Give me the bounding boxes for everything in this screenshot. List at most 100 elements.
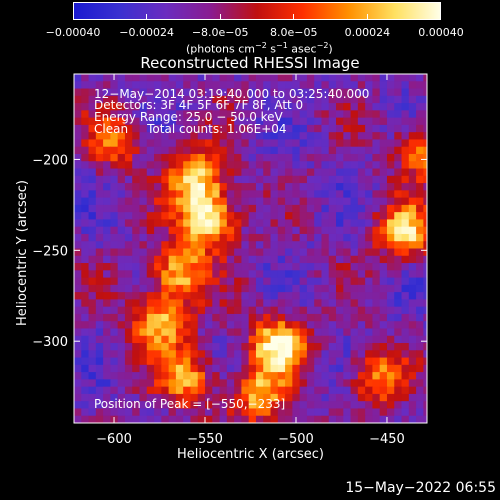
- heatmap-cell: [314, 146, 323, 155]
- heatmap-cell: [154, 95, 162, 104]
- heatmap-cell: [190, 313, 199, 322]
- heatmap-cell: [386, 212, 395, 221]
- heatmap-cell: [336, 255, 344, 264]
- heatmap-cell: [139, 248, 148, 257]
- heatmap-cell: [168, 212, 177, 221]
- heatmap-cell: [270, 139, 279, 148]
- heatmap-cell: [394, 328, 403, 337]
- heatmap-cell: [197, 372, 206, 380]
- heatmap-cell: [357, 393, 366, 402]
- heatmap-cell: [175, 110, 184, 119]
- heatmap-cell: [401, 88, 410, 97]
- heatmap-cell: [423, 408, 427, 417]
- heatmap-cell: [226, 168, 235, 177]
- heatmap-cell: [416, 226, 424, 235]
- heatmap-cell: [416, 81, 424, 90]
- heatmap-cell: [285, 401, 293, 410]
- heatmap-cell: [146, 190, 155, 199]
- heatmap-cell: [81, 124, 90, 133]
- heatmap-cell: [146, 74, 155, 82]
- heatmap-cell: [263, 110, 272, 119]
- heatmap-cell: [74, 146, 82, 155]
- heatmap-cell: [292, 379, 301, 388]
- heatmap-cell: [423, 350, 427, 359]
- heatmap-cell: [234, 219, 243, 228]
- heatmap-cell: [117, 415, 126, 423]
- heatmap-cell: [306, 117, 315, 126]
- heatmap-cell: [263, 270, 272, 279]
- heatmap-cell: [379, 190, 388, 199]
- heatmap-cell: [263, 343, 272, 351]
- heatmap-cell: [212, 226, 221, 235]
- heatmap-cell: [212, 197, 221, 206]
- heatmap-cell: [190, 335, 199, 344]
- heatmap-cell: [74, 357, 82, 366]
- heatmap-cell: [110, 226, 119, 235]
- heatmap-cell: [139, 393, 148, 402]
- heatmap-cell: [386, 74, 395, 82]
- heatmap-cell: [357, 364, 366, 373]
- heatmap-cell: [88, 197, 97, 206]
- heatmap-cell: [183, 255, 192, 264]
- heatmap-cell: [365, 255, 374, 264]
- heatmap-cell: [408, 284, 417, 293]
- heatmap-cell: [139, 263, 148, 271]
- heatmap-cell: [110, 379, 119, 388]
- heatmap-cell: [379, 168, 388, 177]
- heatmap-cell: [263, 393, 272, 402]
- heatmap-cell: [175, 255, 184, 264]
- heatmap-cell: [321, 343, 330, 351]
- heatmap-cell: [321, 74, 330, 82]
- heatmap-cell: [401, 299, 410, 308]
- heatmap-cell: [190, 81, 199, 90]
- heatmap-cell: [175, 306, 184, 315]
- heatmap-cell: [423, 183, 427, 191]
- heatmap-cell: [379, 153, 388, 162]
- heatmap-cell: [110, 306, 119, 315]
- heatmap-cell: [183, 408, 192, 417]
- heatmap-cell: [103, 335, 111, 344]
- heatmap-cell: [357, 284, 366, 293]
- heatmap-cell: [197, 190, 206, 199]
- heatmap-cell: [423, 175, 427, 184]
- heatmap-cell: [365, 277, 374, 286]
- heatmap-cell: [205, 175, 213, 184]
- heatmap-cell: [103, 357, 111, 366]
- heatmap-cell: [139, 233, 148, 242]
- heatmap-cell: [343, 117, 352, 126]
- heatmap-cell: [372, 393, 381, 402]
- heatmap-cell: [197, 386, 206, 395]
- heatmap-cell: [161, 117, 170, 126]
- heatmap-cell: [74, 204, 82, 213]
- heatmap-cell: [95, 124, 104, 133]
- heatmap-cell: [175, 350, 184, 359]
- heatmap-cell: [205, 212, 213, 221]
- heatmap-cell: [314, 299, 323, 308]
- heatmap-cell: [270, 299, 279, 308]
- heatmap-cell: [103, 219, 111, 228]
- heatmap-cell: [219, 95, 228, 104]
- heatmap-cell: [205, 292, 213, 300]
- heatmap-cell: [74, 350, 82, 359]
- heatmap-cell: [190, 233, 199, 242]
- heatmap-cell: [146, 161, 155, 170]
- heatmap-cell: [263, 81, 272, 90]
- heatmap-cell: [74, 408, 82, 417]
- heatmap-cell: [197, 415, 206, 423]
- heatmap-cell: [270, 284, 279, 293]
- heatmap-cell: [175, 132, 184, 141]
- heatmap-cell: [190, 124, 199, 133]
- heatmap-cell: [219, 197, 228, 206]
- heatmap-cell: [270, 168, 279, 177]
- heatmap-cell: [379, 401, 388, 410]
- heatmap-cell: [277, 284, 286, 293]
- heatmap-cell: [386, 379, 395, 388]
- heatmap-cell: [183, 161, 192, 170]
- heatmap-cell: [423, 386, 427, 395]
- heatmap-cell: [154, 277, 162, 286]
- heatmap-cell: [81, 277, 90, 286]
- heatmap-cell: [241, 219, 250, 228]
- heatmap-cell: [350, 393, 359, 402]
- heatmap-cell: [88, 350, 97, 359]
- heatmap-cell: [124, 321, 133, 330]
